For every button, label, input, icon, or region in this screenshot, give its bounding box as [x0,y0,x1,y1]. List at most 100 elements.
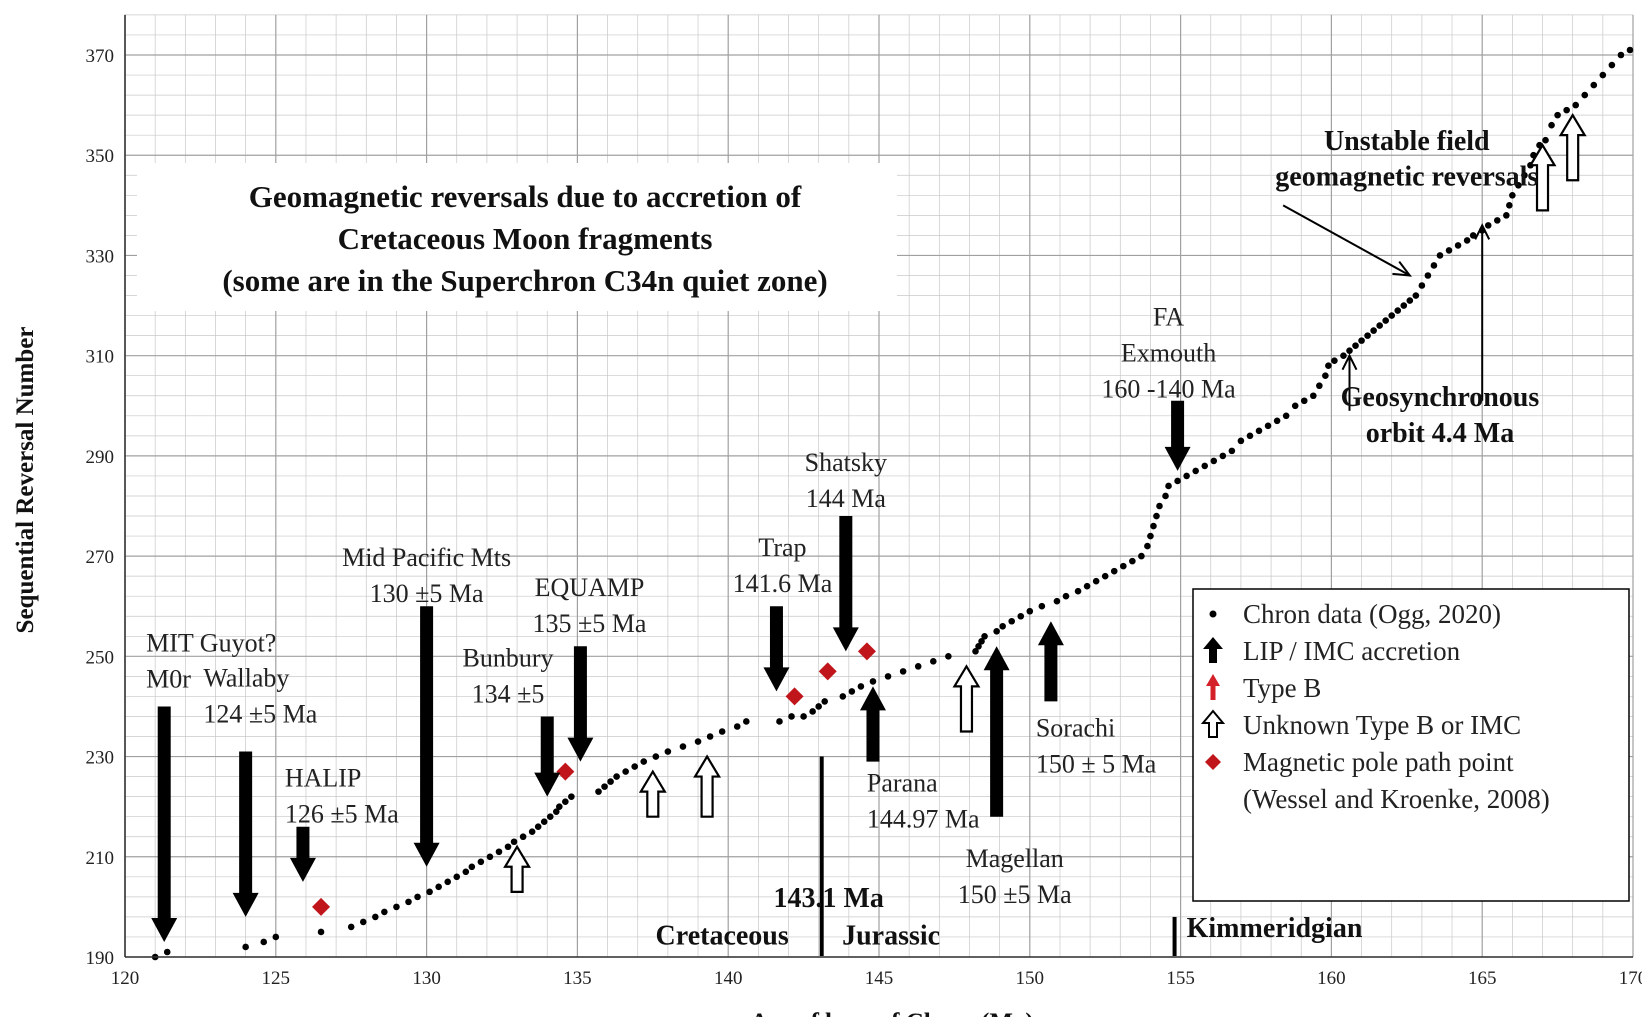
annotation-label: EQUAMP [535,573,645,602]
pole-path-point [556,762,575,781]
chron-data-point [1376,322,1383,329]
chron-data-point [453,873,461,881]
chron-data-point [981,632,988,640]
unknown-type-arrow [1558,112,1587,182]
x-tick-label: 155 [1166,968,1195,989]
chart-title-line-1: Geomagnetic reversals due to accretion o… [249,179,802,214]
legend: Chron data (Ogg, 2020) LIP / IMC accretio… [1192,588,1630,902]
chron-data-point [1515,181,1522,189]
lip-accretion-arrow [983,646,1010,817]
chron-data-point [1572,101,1579,109]
legend-open-arrow-icon [1200,709,1226,738]
lip-accretion-arrow [413,606,440,867]
chron-data-point [1325,362,1332,369]
chron-data-point [821,698,829,705]
chron-data-point [347,923,355,931]
annotation-label: Bunbury [463,643,554,672]
chron-data-point [718,728,726,735]
y-tick-label: 270 [86,547,115,568]
chron-data-point [733,723,741,730]
chart-title-line-3: (some are in the Superchron C34n quiet z… [222,263,827,298]
annotation-label: Exmouth [1121,339,1216,368]
chron-data-point [1346,347,1353,354]
annotation-label: Jurassic [842,920,940,951]
chron-data-point [546,813,554,820]
chron-data-point [1590,81,1598,89]
pointer-line [1282,204,1411,277]
chron-data-point [1493,217,1501,224]
chron-data-point [534,823,542,831]
annotation-label: 134 ±5 [472,679,545,708]
chron-data-point [788,713,795,720]
chron-data-point [556,803,563,810]
chron-data-point [1174,477,1181,485]
data-points [151,46,1634,961]
chron-data-point [1521,171,1528,179]
chron-data-point [1219,452,1227,460]
annotation-label: 130 ±5 Ma [370,579,484,608]
chron-data-point [1150,522,1157,530]
chron-data-point [664,748,672,755]
chron-data-point [1017,612,1025,620]
x-tick-label: 125 [262,968,291,989]
legend-red-arrow-icon [1206,674,1220,700]
chron-data-point [405,898,412,906]
chron-data-point [1548,121,1555,129]
chron-data-point [1445,247,1453,254]
annotation-label: Sorachi [1036,714,1115,743]
y-tick-label: 190 [86,948,115,969]
chron-data-point [694,738,702,745]
unknown-type-arrow [1528,143,1557,212]
chron-data-point [528,828,536,836]
chron-data-point [260,938,268,946]
chron-data-point [426,888,433,896]
x-tick-label: 140 [714,968,743,989]
annotation-label: MIT Guyot? [146,628,276,657]
y-tick-label: 310 [86,347,115,368]
chron-data-point [1165,482,1172,490]
chart-title-box: Geomagnetic reversals due to accretion o… [137,163,897,311]
chron-data-point [444,878,452,886]
annotation-label: Geosynchronous [1341,382,1540,413]
pole-path-point [312,897,331,916]
chron-data-point [1008,617,1016,625]
lip-accretion-arrow [832,516,859,652]
annotation-label: Kimmeridgian [1187,913,1363,944]
chron-data-point [1316,382,1323,390]
event-arrows [151,112,1587,942]
thin-arrowhead [1341,353,1358,371]
chron-data-point [1406,297,1414,304]
chron-data-point [1192,467,1199,475]
chron-data-point [800,713,807,720]
chron-data-point [601,783,608,790]
chron-data-point [510,838,518,846]
y-tick-label: 350 [86,146,115,167]
chron-data-point [1147,532,1154,540]
x-tick-label: 165 [1468,968,1497,989]
legend-label: Magnetic pole path point [1243,747,1514,777]
chron-data-point [1092,577,1100,585]
pole-path-point [785,687,804,706]
y-tick-label: 330 [86,246,115,267]
chron-data-point [568,793,575,800]
thin-arrowhead [1474,223,1491,240]
chron-data-point [242,943,249,951]
chron-data-point [372,913,379,921]
x-tick-label: 160 [1317,968,1346,989]
chron-data-point [978,638,985,645]
chron-data-point [884,673,892,680]
chron-data-point [914,663,922,670]
annotation-label: 144.97 Ma [867,805,980,834]
annotation-label: Parana [867,769,938,798]
chron-data-point [1273,417,1281,425]
lip-accretion-arrow [567,646,594,762]
chron-data-point [1310,392,1317,400]
chron-data-point [552,808,560,815]
chron-data-point [1038,602,1046,610]
chron-data-point [1210,457,1218,465]
annotation-label: 150 ±5 Ma [958,880,1072,909]
chron-data-point [163,948,171,956]
chron-data-point [742,718,750,725]
chron-data-point [1626,46,1634,54]
